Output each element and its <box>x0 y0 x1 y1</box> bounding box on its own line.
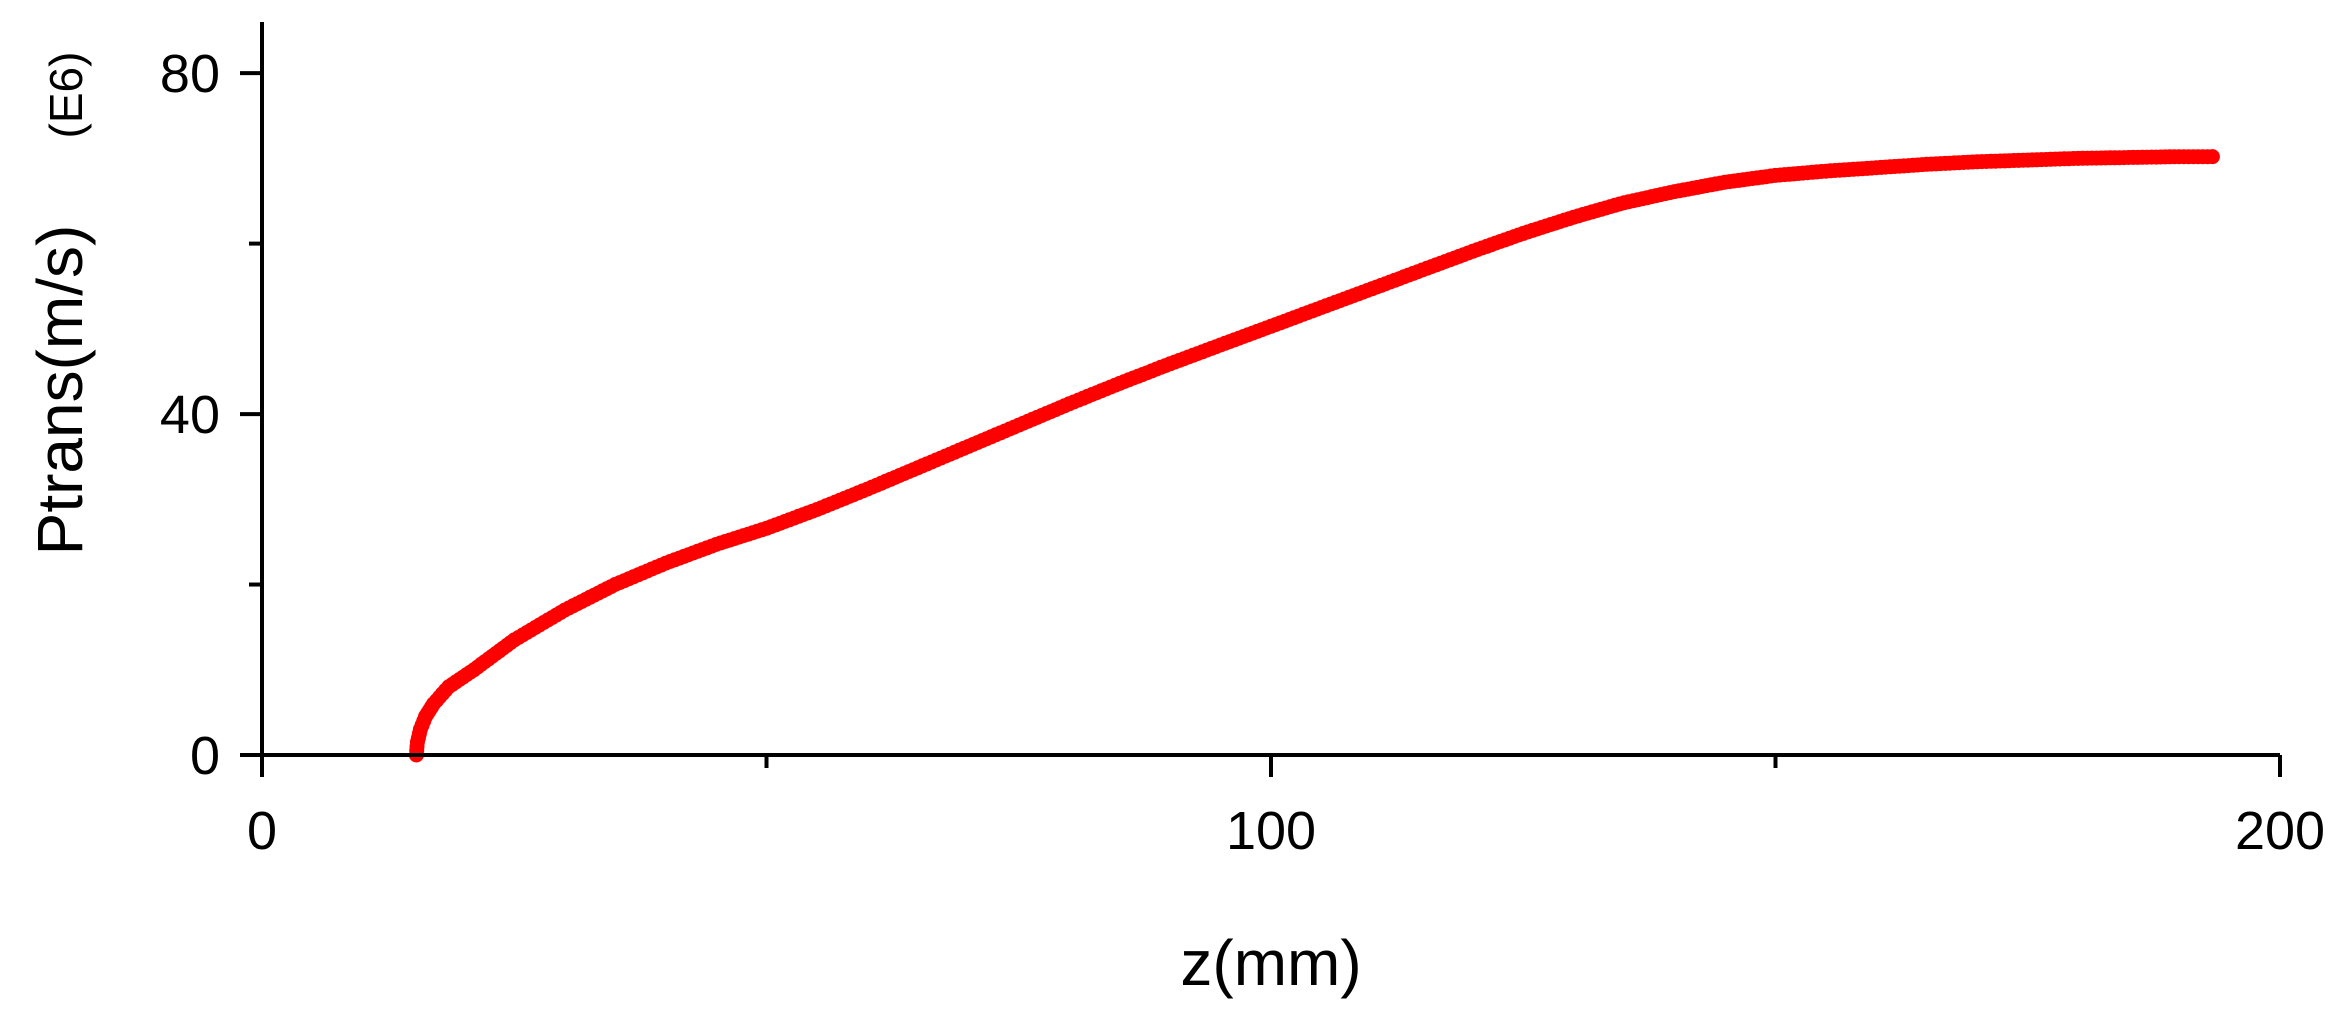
y-axis-title: Ptrans(m/s) <box>24 225 96 556</box>
plot-area <box>408 149 2220 763</box>
y-axis-ticks: 0 40 80 <box>160 44 262 786</box>
x-tick-label: 100 <box>1226 801 1316 861</box>
x-tick-label: 200 <box>2235 801 2325 861</box>
y-tick-label: 0 <box>190 726 220 786</box>
axes-layer: 0 100 200 0 40 80 <box>160 22 2325 861</box>
x-axis-title: z(mm) <box>1180 927 1361 999</box>
data-point <box>2204 149 2220 165</box>
series-layer <box>408 149 2220 763</box>
y-tick-label: 80 <box>160 44 220 104</box>
y-tick-label: 40 <box>160 385 220 445</box>
y-axis-unit: (E6) <box>40 52 92 139</box>
x-axis-ticks: 0 100 200 <box>247 755 2325 861</box>
x-tick-label: 0 <box>247 801 277 861</box>
